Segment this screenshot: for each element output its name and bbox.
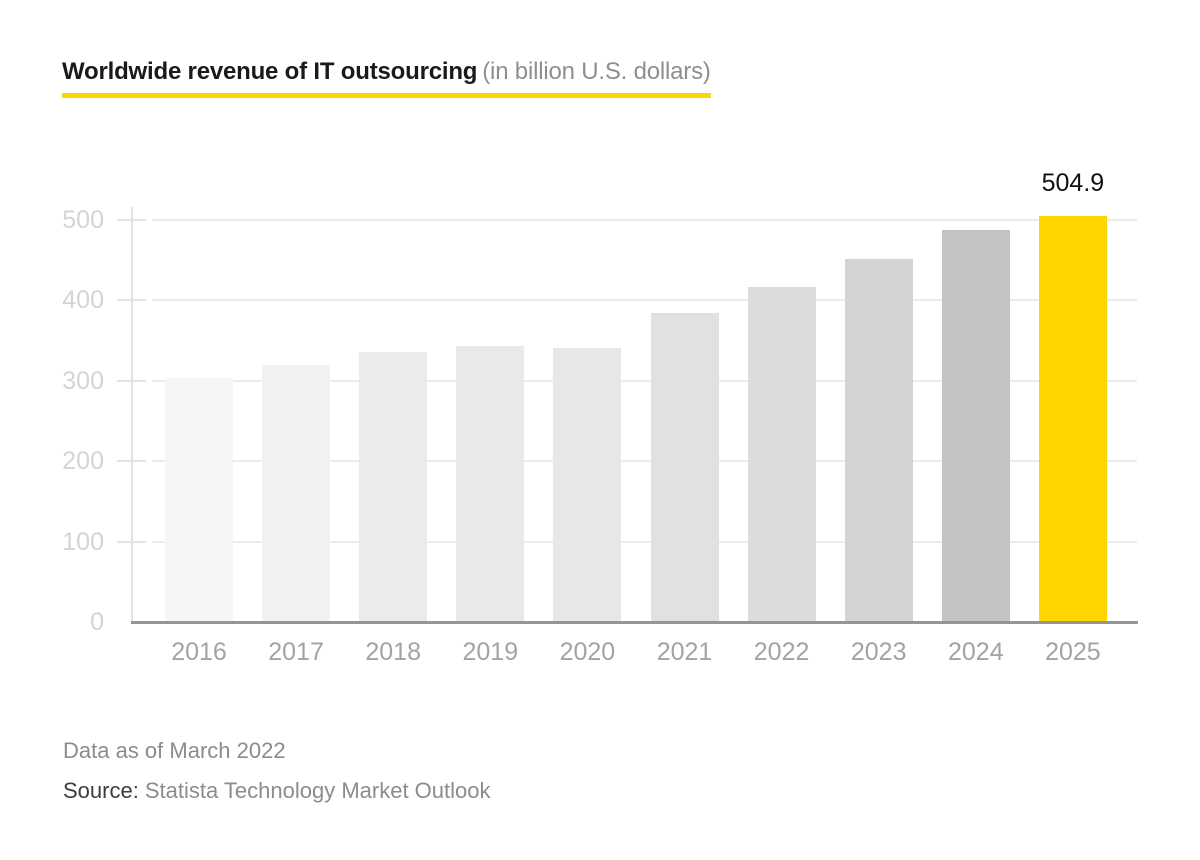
source-text: Statista Technology Market Outlook <box>144 778 491 803</box>
bar <box>165 378 233 622</box>
gridline <box>152 299 1137 302</box>
y-axis-label: 500 <box>62 206 104 234</box>
x-axis-label: 2025 <box>1045 638 1101 666</box>
source-label: Source: <box>63 778 139 803</box>
gridline <box>152 219 1137 221</box>
bar <box>359 351 428 622</box>
chart-subtitle: (in billion U.S. dollars) <box>482 58 711 85</box>
y-axis-label: 0 <box>90 608 104 636</box>
y-axis-label: 400 <box>62 286 104 315</box>
data-note: Data as of March 2022 <box>63 738 286 763</box>
x-axis-label: 2019 <box>462 638 519 666</box>
x-axis-label: 2017 <box>268 638 324 666</box>
gridline <box>152 379 1137 382</box>
chart-header: Worldwide revenue of IT outsourcing (in b… <box>62 58 711 98</box>
gridline <box>152 460 1137 463</box>
y-axis-label: 100 <box>62 527 104 556</box>
y-axis-line <box>131 207 133 623</box>
y-axis-label: 200 <box>62 447 104 476</box>
x-axis-baseline <box>131 621 1138 624</box>
bar <box>262 364 331 622</box>
x-axis-label: 2022 <box>753 638 810 666</box>
y-axis-label: 300 <box>62 366 104 395</box>
y-axis-tick <box>117 379 146 382</box>
y-axis-tick <box>117 219 146 221</box>
bar <box>456 346 525 622</box>
title-underline-accent <box>62 93 711 98</box>
y-axis-tick <box>117 460 146 463</box>
chart-title: Worldwide revenue of IT outsourcing <box>62 58 478 85</box>
y-axis-tick <box>117 540 146 543</box>
x-axis-label: 2016 <box>171 638 227 666</box>
bar <box>650 313 719 622</box>
bar <box>747 286 816 622</box>
gridline <box>152 540 1137 543</box>
value-label: 504.9 <box>1041 169 1105 198</box>
bar <box>553 347 622 622</box>
x-axis-label: 2018 <box>365 638 421 666</box>
y-axis-tick <box>117 299 146 302</box>
x-axis-label: 2024 <box>947 638 1004 666</box>
bar <box>941 229 1010 622</box>
bar-highlight <box>1038 216 1107 622</box>
x-axis-label: 2020 <box>559 638 616 666</box>
source-line: Source: Statista Technology Market Outloo… <box>63 778 491 804</box>
bar <box>844 259 913 622</box>
chart-title-line: Worldwide revenue of IT outsourcing (in b… <box>62 58 711 86</box>
x-axis-label: 2021 <box>656 638 713 666</box>
x-axis-label: 2023 <box>850 638 907 666</box>
